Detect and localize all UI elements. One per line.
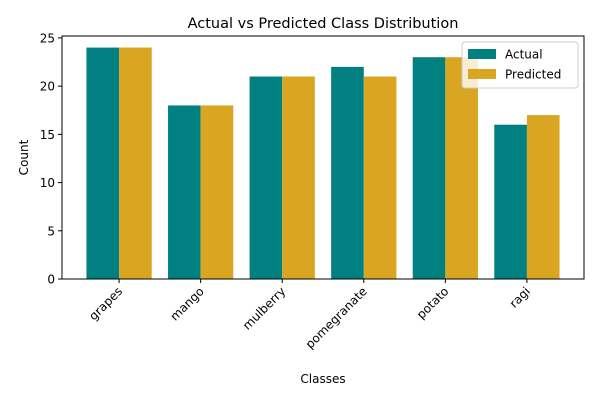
- y-axis-label: Count: [17, 139, 31, 175]
- plot-frame: [61, 35, 585, 280]
- bar-predicted-mulberry: [282, 76, 315, 279]
- legend-swatch-actual: [468, 49, 496, 59]
- bar-actual-ragi: [494, 124, 527, 280]
- x-axis-label: Classes: [300, 372, 345, 386]
- y-axis: 0 5 10 15 20 25: [40, 31, 62, 287]
- y-tick-label: 0: [47, 273, 55, 287]
- bar-predicted-ragi: [526, 115, 560, 279]
- chart-title: Actual vs Predicted Class Distribution: [188, 16, 459, 32]
- bars-group: [86, 47, 560, 280]
- bar-predicted-potato: [445, 57, 478, 280]
- legend: Actual Predicted: [461, 41, 579, 89]
- bar-actual-mango: [168, 105, 201, 280]
- legend-swatch-predicted: [468, 69, 496, 79]
- bar-predicted-mango: [200, 105, 234, 280]
- y-tick-label: 25: [40, 31, 55, 45]
- y-tick-label: 10: [40, 176, 55, 190]
- bar-actual-potato: [412, 57, 446, 280]
- bar-actual-mulberry: [249, 76, 283, 279]
- bar-predicted-pomegranate: [363, 76, 397, 279]
- legend-label-actual: Actual: [505, 48, 543, 62]
- bar-predicted-grapes: [119, 47, 152, 279]
- y-tick-label: 15: [40, 128, 55, 142]
- bar-actual-grapes: [86, 47, 120, 279]
- y-tick-label: 5: [47, 224, 55, 238]
- legend-label-predicted: Predicted: [505, 68, 561, 82]
- y-tick-label: 20: [40, 80, 55, 94]
- bar-actual-pomegranate: [331, 66, 364, 279]
